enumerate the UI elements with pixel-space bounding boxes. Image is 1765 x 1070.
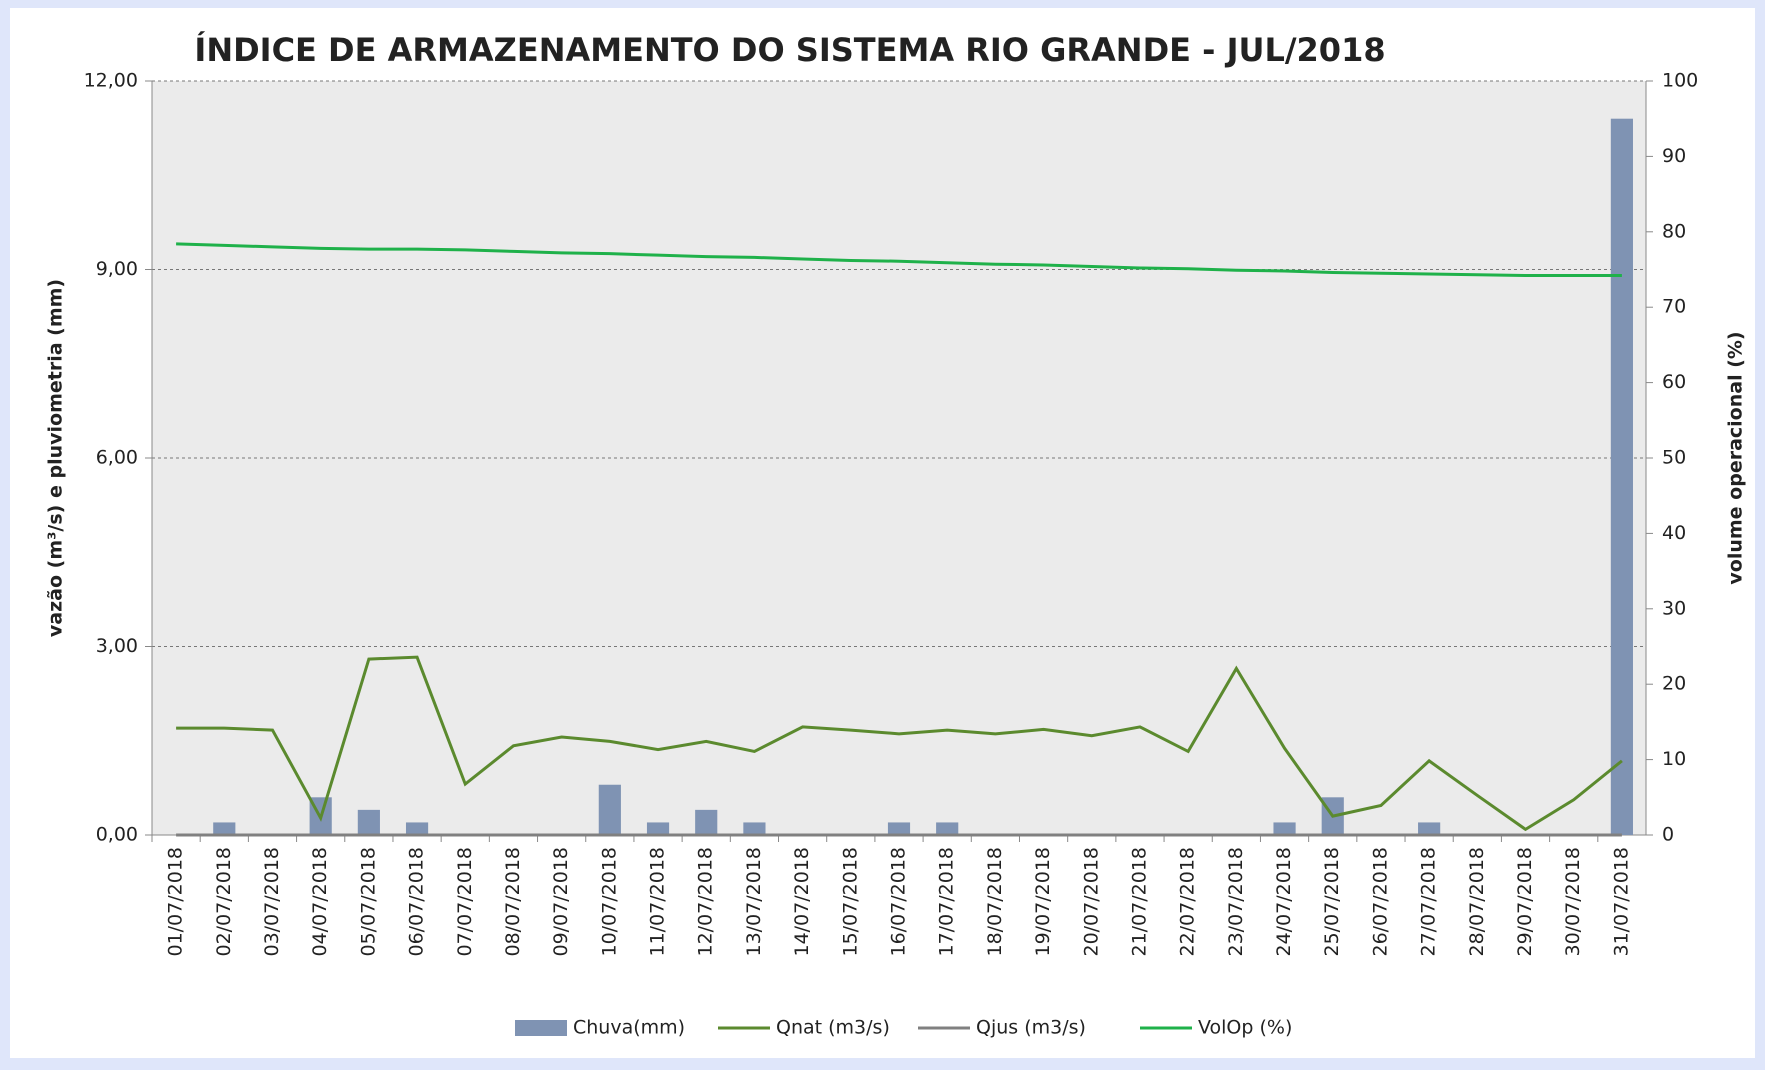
x-tick-label: 27/07/2018: [1418, 847, 1440, 957]
y2-tick-label: 30: [1662, 597, 1686, 619]
y2-tick-label: 50: [1662, 447, 1686, 469]
x-tick-label: 05/07/2018: [357, 847, 379, 957]
y2-tick-label: 0: [1662, 824, 1674, 846]
x-tick-label: 16/07/2018: [888, 847, 910, 957]
y2-tick-label: 90: [1662, 145, 1686, 167]
x-tick-label: 29/07/2018: [1514, 847, 1536, 957]
bar: [936, 822, 959, 835]
y-axis-label: vazão (m³/s) e pluviometria (mm): [45, 279, 67, 637]
legend-swatch: [515, 1020, 567, 1036]
line: [176, 655, 1623, 832]
legend-label: VolOp (%): [1198, 1017, 1292, 1039]
bar: [598, 784, 621, 835]
x-tick-label: 12/07/2018: [695, 847, 717, 957]
x-tick-label: 10/07/2018: [598, 847, 620, 957]
y2-tick-label: 100: [1662, 70, 1698, 92]
y-tick-label: 6,00: [96, 447, 138, 469]
x-tick-label: 04/07/2018: [309, 847, 331, 957]
chart-title: ÍNDICE DE ARMAZENAMENTO DO SISTEMA RIO G…: [194, 31, 1385, 69]
x-tick-label: 21/07/2018: [1128, 847, 1150, 957]
bar: [1418, 822, 1441, 835]
y-tick-label: 3,00: [96, 635, 138, 657]
x-tick-label: 23/07/2018: [1225, 847, 1247, 957]
bar: [405, 822, 429, 835]
x-tick-label: 24/07/2018: [1273, 847, 1295, 957]
y2-tick-label: 80: [1662, 220, 1686, 242]
x-tick-label: 08/07/2018: [502, 847, 524, 957]
y2-tick-label: 20: [1662, 673, 1686, 695]
y-tick-label: 0,00: [96, 824, 138, 846]
x-tick-label: 19/07/2018: [1032, 847, 1054, 957]
x-tick-label: 11/07/2018: [647, 847, 669, 957]
x-tick-label: 03/07/2018: [261, 847, 283, 957]
legend-label: Qjus (m3/s): [976, 1017, 1086, 1039]
y-tick-label: 12,00: [84, 70, 138, 92]
x-tick-label: 15/07/2018: [839, 847, 861, 957]
x-tick-label: 17/07/2018: [936, 847, 958, 957]
y2-tick-label: 60: [1662, 371, 1686, 393]
x-tick-label: 01/07/2018: [165, 847, 187, 957]
bar: [695, 809, 718, 835]
bar: [213, 822, 236, 835]
y2-tick-label: 10: [1662, 748, 1686, 770]
line: [176, 242, 1622, 278]
x-tick-label: 02/07/2018: [213, 847, 235, 957]
x-tick-label: 26/07/2018: [1369, 847, 1391, 957]
x-tick-label: 13/07/2018: [743, 847, 765, 957]
x-tick-label: 07/07/2018: [454, 847, 476, 957]
x-tick-label: 28/07/2018: [1466, 847, 1488, 957]
y2-tick-label: 40: [1662, 522, 1686, 544]
x-tick-label: 09/07/2018: [550, 847, 572, 957]
bar: [1273, 822, 1296, 835]
x-tick-label: 20/07/2018: [1080, 847, 1102, 957]
x-tick-label: 30/07/2018: [1562, 847, 1584, 957]
bar: [743, 822, 766, 835]
legend-label: Chuva(mm): [573, 1017, 685, 1039]
x-tick-label: 18/07/2018: [984, 847, 1006, 957]
bar: [1610, 118, 1633, 835]
x-tick-label: 06/07/2018: [406, 847, 428, 957]
y-tick-label: 9,00: [96, 258, 138, 280]
x-tick-label: 14/07/2018: [791, 847, 813, 957]
bar: [357, 809, 380, 835]
x-tick-label: 31/07/2018: [1610, 847, 1632, 957]
y2-tick-label: 70: [1662, 296, 1686, 318]
x-tick-label: 25/07/2018: [1321, 847, 1343, 957]
y2-axis-label: volume operacional (%): [1725, 331, 1747, 584]
bar: [646, 822, 670, 835]
x-tick-label: 22/07/2018: [1177, 847, 1199, 957]
legend-label: Qnat (m3/s): [776, 1017, 890, 1039]
bar: [887, 822, 911, 835]
